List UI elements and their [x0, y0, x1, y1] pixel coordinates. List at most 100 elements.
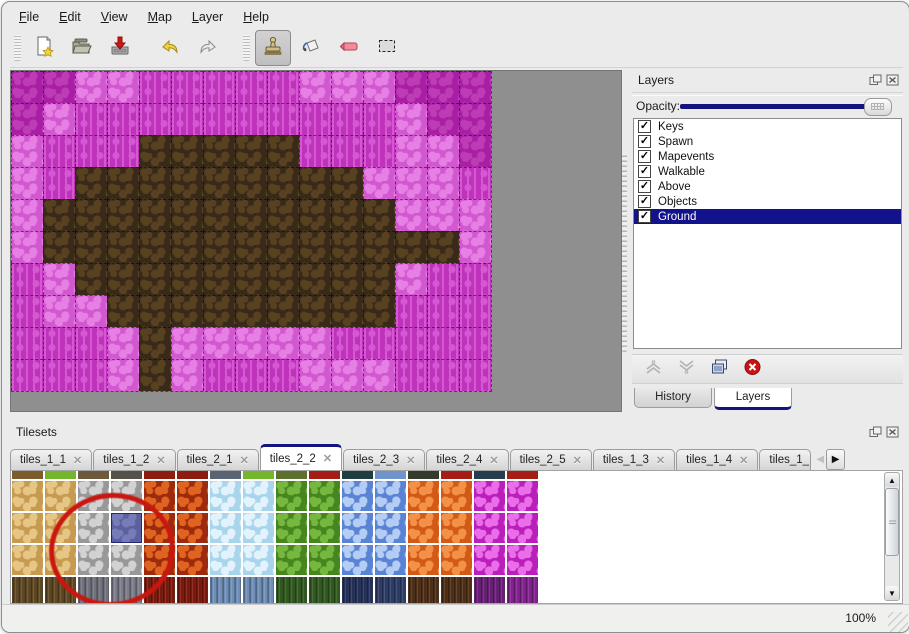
tileset-tile[interactable]: [441, 471, 472, 479]
map-tile[interactable]: [331, 295, 363, 327]
tileset-tile-orange[interactable]: [408, 481, 439, 511]
map-tile[interactable]: [363, 295, 395, 327]
tileset-tab-tiles_2_3[interactable]: tiles_2_3 ✕: [343, 449, 426, 470]
menu-help[interactable]: Help: [243, 10, 269, 24]
panel-splitter-handle[interactable]: [622, 152, 627, 352]
map-tile[interactable]: [299, 231, 331, 263]
tileset-tile-sand[interactable]: [12, 513, 43, 543]
resize-grip[interactable]: [888, 612, 908, 632]
tileset-tile-magenta[interactable]: [474, 513, 505, 543]
map-tile[interactable]: [75, 327, 107, 359]
map-tile[interactable]: [171, 231, 203, 263]
tileset-tile-sand[interactable]: [12, 481, 43, 511]
tileset-tile-ice[interactable]: [243, 481, 274, 511]
map-tile[interactable]: [299, 103, 331, 135]
tileset-tile[interactable]: [12, 471, 43, 479]
tileset-tile-lava[interactable]: [144, 545, 175, 575]
map-tile[interactable]: [331, 135, 363, 167]
map-tile[interactable]: [139, 231, 171, 263]
close-panel-icon[interactable]: [885, 425, 899, 438]
tileset-tile-lava[interactable]: [177, 481, 208, 511]
map-tile[interactable]: [235, 295, 267, 327]
map-tile[interactable]: [171, 135, 203, 167]
float-panel-icon[interactable]: [868, 73, 882, 86]
new-map-button[interactable]: [26, 30, 62, 66]
tileset-tile-sand[interactable]: [12, 545, 43, 575]
map-tile[interactable]: [11, 199, 43, 231]
map-tile[interactable]: [235, 359, 267, 391]
tab-close-icon[interactable]: ✕: [489, 454, 499, 467]
tileset-tile-magenta[interactable]: [507, 545, 538, 575]
tileset-tile-lava[interactable]: [177, 545, 208, 575]
map-tile[interactable]: [75, 71, 107, 103]
dock-tab-history[interactable]: History: [634, 388, 712, 408]
tileset-tile-sand[interactable]: [45, 513, 76, 543]
tileset-tile-lava[interactable]: [144, 481, 175, 511]
map-tile[interactable]: [427, 167, 459, 199]
tileset-tile-vine[interactable]: [276, 545, 307, 575]
map-tile[interactable]: [107, 359, 139, 391]
map-tile[interactable]: [75, 295, 107, 327]
map-tile[interactable]: [427, 263, 459, 295]
tileset-tab-tiles_2_1[interactable]: tiles_2_1 ✕: [176, 449, 259, 470]
map-tile[interactable]: [171, 263, 203, 295]
tileset-tile-orange[interactable]: [441, 513, 472, 543]
tileset-tile-orange[interactable]: [408, 545, 439, 575]
layer-row-spawn[interactable]: ✓ Spawn: [634, 134, 901, 149]
tileset-tile-fringe[interactable]: [441, 577, 472, 603]
opacity-slider-track[interactable]: [680, 104, 876, 109]
map-tile[interactable]: [139, 167, 171, 199]
map-tile[interactable]: [171, 359, 203, 391]
tileset-tile-vine[interactable]: [309, 513, 340, 543]
map-tile[interactable]: [43, 359, 75, 391]
tileset-tile-fringe[interactable]: [12, 577, 43, 603]
move-layer-up-button[interactable]: [644, 358, 663, 381]
map-tile[interactable]: [107, 167, 139, 199]
tileset-tile-fringe[interactable]: [144, 577, 175, 603]
map-tile[interactable]: [267, 167, 299, 199]
map-tile[interactable]: [171, 327, 203, 359]
tab-close-icon[interactable]: ✕: [156, 454, 166, 467]
tileset-tile[interactable]: [276, 471, 307, 479]
tileset-tile-magenta[interactable]: [507, 481, 538, 511]
map-tile[interactable]: [299, 71, 331, 103]
tileset-tile[interactable]: [78, 471, 109, 479]
tileset-tile-ice[interactable]: [210, 513, 241, 543]
map-tile[interactable]: [459, 135, 491, 167]
map-tile[interactable]: [267, 327, 299, 359]
map-tile[interactable]: [203, 199, 235, 231]
tileset-tile-crystal[interactable]: [375, 481, 406, 511]
duplicate-layer-button[interactable]: [710, 358, 729, 381]
tileset-tab-tiles_2_4[interactable]: tiles_2_4 ✕: [426, 449, 509, 470]
layer-row-mapevents[interactable]: ✓ Mapevents: [634, 149, 901, 164]
tileset-tile-fringe[interactable]: [177, 577, 208, 603]
map-tile[interactable]: [299, 263, 331, 295]
map-tile[interactable]: [235, 263, 267, 295]
map-tile[interactable]: [331, 231, 363, 263]
map-tile[interactable]: [363, 199, 395, 231]
map-tile[interactable]: [43, 167, 75, 199]
map-tile[interactable]: [235, 327, 267, 359]
map-tile[interactable]: [299, 327, 331, 359]
tileset-tile[interactable]: [474, 471, 505, 479]
map-tile[interactable]: [171, 71, 203, 103]
map-tile[interactable]: [235, 103, 267, 135]
map-tile[interactable]: [363, 231, 395, 263]
map-tile[interactable]: [43, 295, 75, 327]
map-tile[interactable]: [171, 167, 203, 199]
tileset-tile-crystal[interactable]: [342, 513, 373, 543]
map-tile[interactable]: [139, 135, 171, 167]
tileset-tile[interactable]: [408, 471, 439, 479]
scroll-down-icon[interactable]: ▼: [885, 586, 899, 600]
map-tile[interactable]: [395, 263, 427, 295]
map-tile[interactable]: [43, 71, 75, 103]
tileset-tile-fringe[interactable]: [408, 577, 439, 603]
tileset-tile-fringe[interactable]: [474, 577, 505, 603]
map-tile[interactable]: [203, 71, 235, 103]
map-tile[interactable]: [139, 103, 171, 135]
map-canvas[interactable]: [11, 71, 492, 392]
float-panel-icon[interactable]: [868, 425, 882, 438]
map-tile[interactable]: [75, 135, 107, 167]
map-tile[interactable]: [203, 295, 235, 327]
stamp-tool-button[interactable]: [255, 30, 291, 66]
